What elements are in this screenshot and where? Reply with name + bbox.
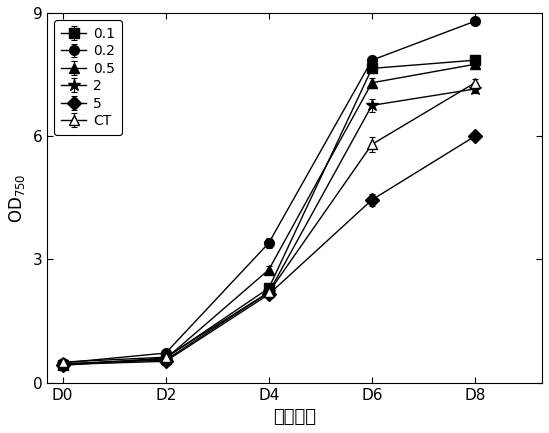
X-axis label: 培养时间: 培养时间 xyxy=(273,408,316,426)
Legend: 0.1, 0.2, 0.5, 2, 5, CT: 0.1, 0.2, 0.5, 2, 5, CT xyxy=(54,20,122,135)
Y-axis label: OD$_{750}$: OD$_{750}$ xyxy=(7,173,27,223)
